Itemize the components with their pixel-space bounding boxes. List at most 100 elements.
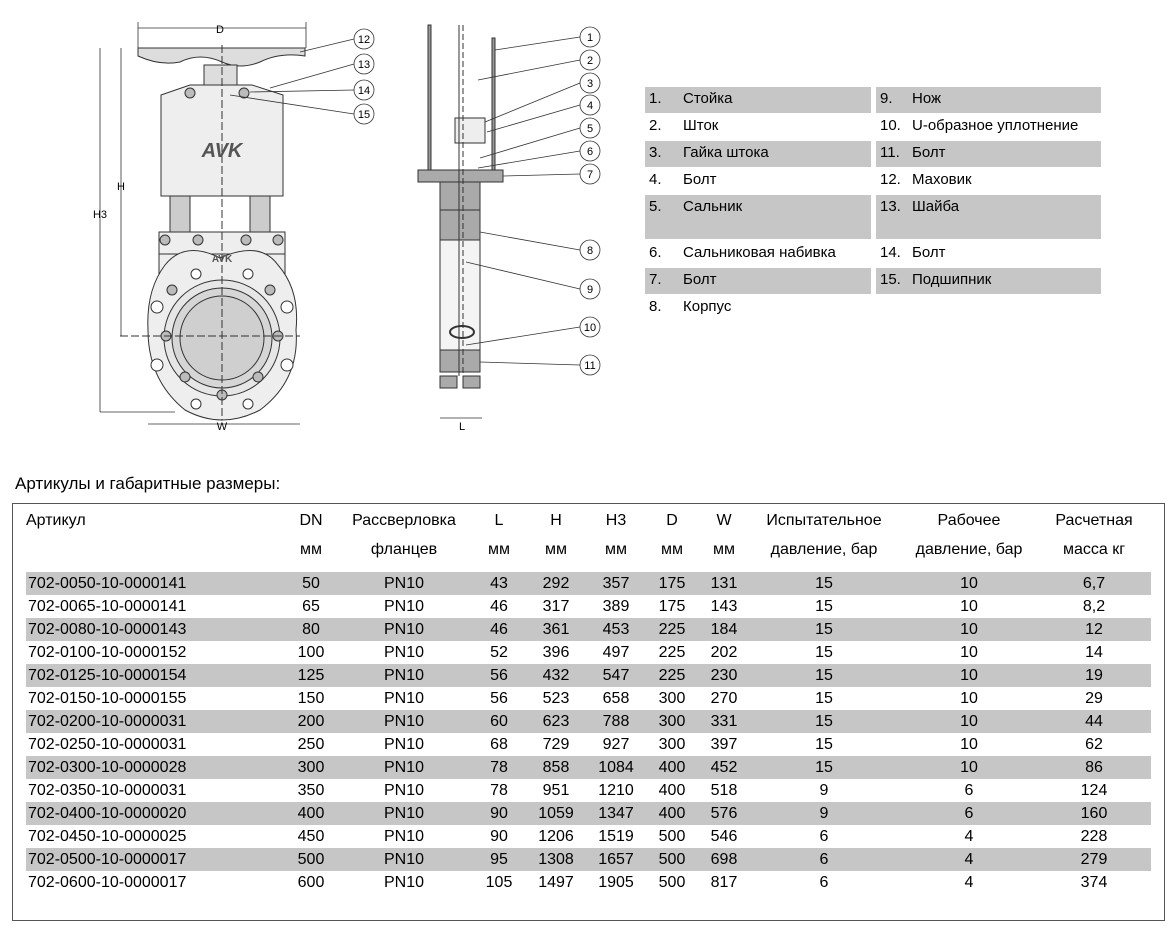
- table-cell: 8,2: [1082, 598, 1106, 615]
- parts-list-item: 4. Болт: [645, 168, 871, 194]
- column-header: Расчетная: [1055, 512, 1133, 529]
- table-cell: PN10: [383, 828, 425, 845]
- callout-circle: [579, 94, 601, 116]
- table-cell: 350: [297, 782, 325, 799]
- table-cell: 497: [602, 644, 630, 661]
- callout-circle: [579, 316, 601, 338]
- callout-number: 5: [587, 123, 593, 135]
- dim-h3-label: H3: [93, 209, 107, 221]
- part-name: Болт: [683, 171, 717, 188]
- table-cell: 1059: [538, 805, 574, 822]
- table-row: 702-0300-10-0000028 300 PN10 78 858 1084 400 45…: [26, 756, 1151, 779]
- table-cell: 702-0200-10-0000031: [28, 713, 187, 730]
- table-cell: 1497: [538, 874, 574, 891]
- table-cell: PN10: [383, 874, 425, 891]
- part-name: Болт: [912, 144, 946, 161]
- table-cell: 10: [960, 598, 978, 615]
- column-header: мм: [713, 541, 735, 558]
- part-number: 13.: [880, 198, 901, 215]
- column-header: Артикул: [26, 512, 86, 529]
- table-row: 702-0200-10-0000031 200 PN10 60 623 788 300 331…: [26, 710, 1151, 733]
- dim-w-label: W: [217, 421, 228, 433]
- table-cell: 702-0350-10-0000031: [28, 782, 187, 799]
- callout-number: 4: [587, 100, 593, 112]
- part-name: Корпус: [683, 298, 732, 315]
- parts-list-item: 8. Корпус: [645, 295, 871, 321]
- column-header: мм: [605, 541, 627, 558]
- table-cell: 44: [1085, 713, 1103, 730]
- table-cell: 702-0500-10-0000017: [28, 851, 187, 868]
- table-cell: 143: [710, 598, 738, 615]
- column-header: D: [666, 512, 678, 529]
- part-number: 15.: [880, 271, 901, 288]
- table-cell: 10: [960, 644, 978, 661]
- table-cell: 78: [490, 759, 508, 776]
- table-cell: 150: [297, 690, 325, 707]
- callout-leader: [269, 63, 355, 89]
- parts-list-item: 5. Сальник: [645, 195, 871, 239]
- table-cell: 15: [815, 621, 833, 638]
- table-cell: PN10: [383, 736, 425, 753]
- table-cell: 658: [602, 690, 630, 707]
- table-cell: 46: [490, 598, 508, 615]
- table-cell: 6: [964, 805, 974, 822]
- table-cell: 374: [1080, 874, 1108, 891]
- part-number: 7.: [649, 271, 662, 288]
- callout-circle: [353, 53, 375, 75]
- table-cell: 200: [297, 713, 325, 730]
- parts-list-item: 6. Сальниковая набивка: [645, 241, 871, 267]
- table-cell: 453: [602, 621, 630, 638]
- table-cell: 46: [490, 621, 508, 638]
- table-cell: 951: [542, 782, 570, 799]
- callout-circle: [579, 354, 601, 376]
- table-cell: 10: [960, 759, 978, 776]
- table-title: Артикулы и габаритные размеры:: [15, 474, 281, 493]
- table-cell: 43: [490, 575, 508, 592]
- table-cell: 4: [964, 828, 974, 845]
- table-cell: 60: [490, 713, 508, 730]
- table-cell: 817: [710, 874, 738, 891]
- table-cell: 124: [1080, 782, 1108, 799]
- table-cell: 202: [710, 644, 738, 661]
- callout-number: 10: [584, 322, 596, 334]
- table-cell: 184: [710, 621, 738, 638]
- table-cell: 702-0050-10-0000141: [28, 575, 187, 592]
- table-row: 702-0600-10-0000017 600 PN10 105 1497 1905 500…: [26, 871, 1151, 894]
- column-header: Рассверловка: [352, 512, 456, 529]
- table-cell: 450: [297, 828, 325, 845]
- callout-leader: [479, 231, 581, 251]
- part-name: Шток: [683, 117, 719, 134]
- callout-circle: [353, 28, 375, 50]
- table-cell: 292: [542, 575, 570, 592]
- table-cell: 1657: [598, 851, 634, 868]
- parts-list-item: 14. Болт: [876, 241, 1101, 267]
- column-header: H: [550, 512, 562, 529]
- table-cell: 15: [815, 598, 833, 615]
- table-cell: 300: [658, 690, 686, 707]
- callout-leader: [465, 326, 581, 346]
- table-cell: 9: [819, 782, 829, 799]
- column-header: давление, бар: [770, 541, 878, 558]
- table-cell: PN10: [383, 667, 425, 684]
- table-row: 702-0065-10-0000141 65 PN10 46 317 389 175 143 1…: [26, 595, 1151, 618]
- table-cell: 86: [1085, 759, 1103, 776]
- table-cell: 10: [960, 690, 978, 707]
- column-header: Испытательное: [766, 512, 882, 529]
- table-cell: 9: [819, 805, 829, 822]
- table-cell: 56: [490, 667, 508, 684]
- table-cell: 6: [819, 828, 829, 845]
- column-header: мм: [300, 541, 322, 558]
- table-cell: 523: [542, 690, 570, 707]
- table-cell: 270: [710, 690, 738, 707]
- part-name: Болт: [683, 271, 717, 288]
- table-cell: 125: [297, 667, 325, 684]
- table-cell: PN10: [383, 598, 425, 615]
- table-cell: 10: [960, 713, 978, 730]
- table-cell: 389: [602, 598, 630, 615]
- table-cell: 15: [815, 667, 833, 684]
- table-cell: PN10: [383, 644, 425, 661]
- table-cell: 702-0100-10-0000152: [28, 644, 187, 661]
- part-number: 8.: [649, 298, 662, 315]
- table-cell: 400: [297, 805, 325, 822]
